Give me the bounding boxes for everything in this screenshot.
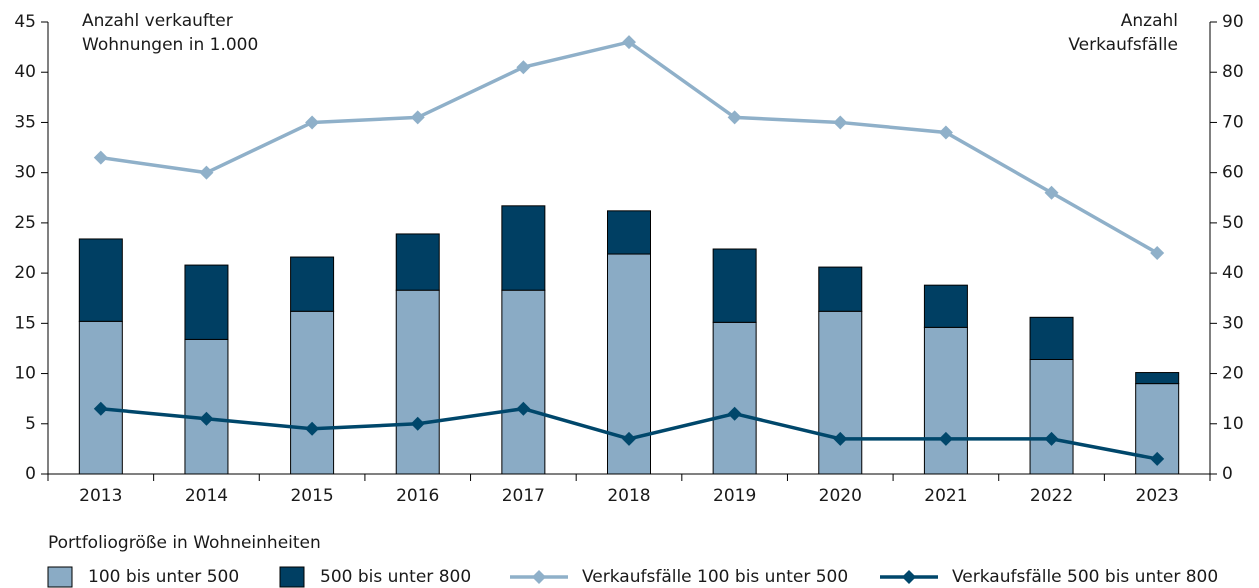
line-marker <box>622 35 636 50</box>
y-axis-label: Anzahl verkaufter <box>82 11 233 31</box>
bar <box>395 233 440 291</box>
bar <box>501 205 546 291</box>
bar <box>184 264 229 340</box>
legend-label: 100 bis unter 500 <box>88 567 239 587</box>
x-tick-label: 2016 <box>396 486 439 506</box>
x-tick-label: 2020 <box>819 486 862 506</box>
y2-axis-label: Anzahl <box>1121 11 1178 31</box>
legend-swatch <box>47 566 73 588</box>
bar <box>1135 372 1180 385</box>
bar <box>1029 358 1074 475</box>
line-marker <box>93 401 108 416</box>
line-marker <box>727 110 742 125</box>
line-marker <box>622 431 636 446</box>
y-tick-label: 25 <box>14 213 36 233</box>
bar <box>78 320 123 475</box>
y-tick-label: 20 <box>14 263 36 283</box>
bar <box>501 289 546 475</box>
y2-tick-label: 50 <box>1222 213 1244 233</box>
bar <box>607 210 651 255</box>
line-marker <box>516 401 531 416</box>
line-marker <box>199 165 214 180</box>
bar <box>923 326 968 475</box>
y-tick-label: 10 <box>14 364 36 384</box>
y2-tick-label: 70 <box>1222 112 1244 132</box>
x-tick-label: 2015 <box>290 486 333 506</box>
y2-tick-label: 90 <box>1222 12 1244 32</box>
bar <box>818 266 863 312</box>
y2-axis-label: Verkaufsfälle <box>1068 35 1178 55</box>
line-marker <box>410 110 425 125</box>
x-tick-label: 2022 <box>1030 486 1073 506</box>
x-tick-label: 2017 <box>502 486 545 506</box>
x-tick-label: 2023 <box>1136 486 1179 506</box>
line-marker <box>1044 431 1059 446</box>
legend-title: Portfoliogröße in Wohneinheiten <box>48 533 321 553</box>
line-marker <box>1150 451 1165 466</box>
line-marker <box>93 150 108 165</box>
line-marker <box>938 125 953 140</box>
bar <box>395 289 440 475</box>
line-marker <box>199 411 214 426</box>
legend-label: Verkaufsfälle 100 bis unter 500 <box>582 567 848 587</box>
legend-swatch <box>532 570 546 584</box>
legend-swatch <box>902 570 916 584</box>
line-marker <box>305 115 320 130</box>
bar <box>712 248 757 323</box>
line-marker <box>516 60 531 75</box>
x-tick-label: 2018 <box>607 486 650 506</box>
line-marker <box>833 115 848 130</box>
y-tick-label: 45 <box>14 12 36 32</box>
line-marker <box>410 416 425 431</box>
bar <box>818 310 863 475</box>
y-tick-label: 15 <box>14 313 36 333</box>
x-tick-label: 2019 <box>713 486 756 506</box>
bar <box>184 338 229 475</box>
line-marker <box>1150 246 1165 261</box>
y2-tick-label: 80 <box>1222 62 1244 82</box>
legend-label: Verkaufsfälle 500 bis unter 800 <box>952 567 1218 587</box>
y2-tick-label: 40 <box>1222 263 1244 283</box>
legend-label: 500 bis unter 800 <box>320 567 471 587</box>
y2-tick-label: 20 <box>1222 364 1244 384</box>
y-tick-label: 0 <box>25 464 36 484</box>
x-tick-label: 2013 <box>79 486 122 506</box>
y2-tick-label: 30 <box>1222 313 1244 333</box>
y2-tick-label: 10 <box>1222 414 1244 434</box>
y2-tick-label: 0 <box>1222 464 1233 484</box>
x-tick-label: 2014 <box>185 486 228 506</box>
line-marker <box>833 431 848 446</box>
line-marker <box>1044 185 1059 200</box>
line-marker <box>727 406 742 421</box>
line-marker <box>938 431 953 446</box>
line-marker <box>305 421 320 436</box>
y-tick-label: 5 <box>25 414 36 434</box>
legend-swatch <box>279 566 305 588</box>
y-axis-label: Wohnungen in 1.000 <box>82 35 258 55</box>
bar <box>1029 316 1074 360</box>
bar <box>290 310 335 475</box>
x-tick-label: 2021 <box>924 486 967 506</box>
y-tick-label: 40 <box>14 62 36 82</box>
bar <box>78 238 123 322</box>
bar <box>923 284 968 328</box>
y2-tick-label: 60 <box>1222 163 1244 183</box>
bar <box>290 256 335 312</box>
y-tick-label: 30 <box>14 163 36 183</box>
bar <box>712 321 757 475</box>
y-tick-label: 35 <box>14 112 36 132</box>
